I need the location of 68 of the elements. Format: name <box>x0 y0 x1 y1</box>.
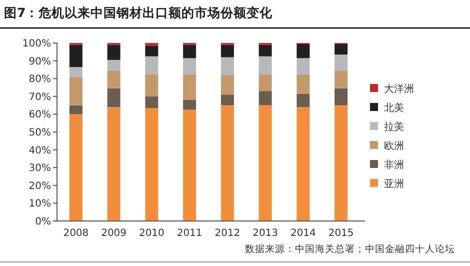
bar <box>334 70 348 88</box>
bar <box>258 56 272 74</box>
bar <box>220 57 234 76</box>
bar <box>69 67 82 77</box>
bar <box>258 105 272 221</box>
bar <box>69 44 82 68</box>
x-tick-label: 2011 <box>176 228 202 239</box>
source-note: 数据来源：中国海关总署；中国金融四十人论坛 <box>245 243 455 255</box>
bar <box>69 105 82 114</box>
y-tick-label: 50% <box>28 128 51 138</box>
bar <box>107 88 120 108</box>
y-tick-label: 70% <box>28 92 51 103</box>
y-tick-label: 30% <box>28 163 51 174</box>
bar <box>296 44 310 58</box>
y-tick-label: 100% <box>22 38 51 50</box>
legend-label: 北美 <box>384 102 404 114</box>
bar <box>145 46 158 56</box>
y-tick-label: 60% <box>28 110 51 121</box>
y-tick-label: 90% <box>28 56 51 68</box>
bar <box>334 105 348 221</box>
bar <box>183 74 196 100</box>
bar <box>145 96 158 108</box>
bar <box>183 44 196 58</box>
y-tick-label: 10% <box>28 198 51 210</box>
legend-label: 亚洲 <box>384 178 404 190</box>
bar <box>220 94 234 106</box>
bar <box>296 58 310 74</box>
bar <box>334 44 348 55</box>
bar <box>183 58 196 74</box>
bar <box>145 74 158 96</box>
bar <box>69 76 82 106</box>
x-tick-label: 2008 <box>63 228 89 239</box>
x-tick-label: 2012 <box>214 228 240 239</box>
bar <box>258 74 272 92</box>
x-tick-label: 2013 <box>252 228 278 239</box>
bar <box>183 110 196 221</box>
legend-label: 非洲 <box>384 159 404 171</box>
y-tick-label: 80% <box>28 74 51 86</box>
x-tick-label: 2014 <box>290 228 316 239</box>
bar <box>69 114 82 221</box>
x-tick-label: 2015 <box>328 228 354 239</box>
y-tick-label: 40% <box>28 145 51 156</box>
bar <box>107 60 120 71</box>
chart-title: 图7：危机以来中国钢材出口额的市场份额变化 <box>4 5 274 20</box>
bar <box>296 74 310 94</box>
bar <box>183 100 196 110</box>
bar <box>107 44 120 60</box>
bar <box>258 44 272 56</box>
legend-label: 拉美 <box>384 121 404 133</box>
x-tick-label: 2010 <box>138 228 164 239</box>
bar <box>296 94 310 108</box>
y-tick-label: 20% <box>28 180 51 192</box>
bar <box>258 91 272 106</box>
bar <box>107 107 120 221</box>
legend-label: 欧洲 <box>384 140 404 152</box>
bar <box>334 88 348 106</box>
bar <box>296 107 310 221</box>
bar <box>220 44 234 58</box>
y-tick-label: 0% <box>35 216 51 228</box>
bar <box>220 75 234 95</box>
legend-label: 大洋洲 <box>384 83 414 95</box>
bar <box>107 70 120 88</box>
bar <box>334 54 348 71</box>
bar <box>220 105 234 221</box>
bar <box>145 56 158 74</box>
bar <box>145 108 158 221</box>
bar <box>145 43 158 46</box>
x-tick-label: 2009 <box>101 228 127 239</box>
